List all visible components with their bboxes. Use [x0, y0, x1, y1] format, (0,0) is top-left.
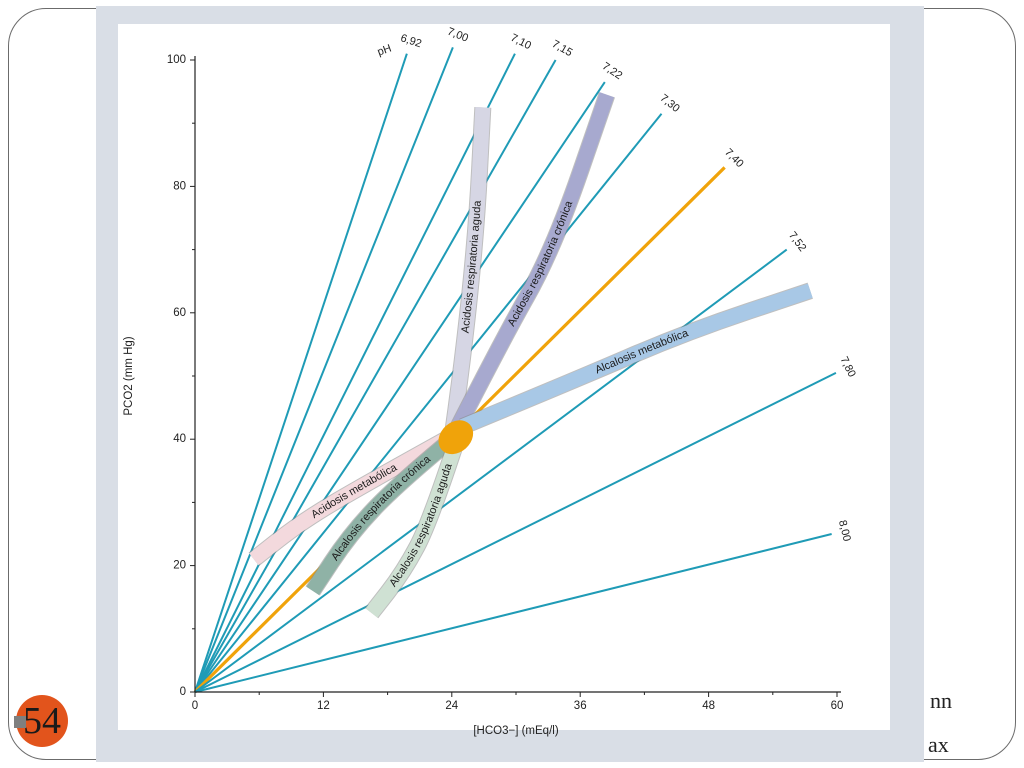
- ph-line-6-92: [194, 53, 408, 693]
- ph-line-7-15: [194, 59, 557, 693]
- side-text-fragment-2: ax: [928, 732, 949, 757]
- ph-label-8-00: 8,00: [836, 519, 853, 543]
- ph-prefix-label: pH: [376, 42, 393, 58]
- ph-line-7-80: [194, 371, 837, 693]
- x-tick-label-12: 12: [317, 700, 330, 712]
- bullet-marker: [14, 716, 26, 728]
- x-tick-label-0: 0: [192, 700, 198, 712]
- x-tick-label-36: 36: [574, 700, 587, 712]
- region-alcalosis-respiratoria-aguda: [365, 436, 465, 618]
- y-tick-label-20: 20: [173, 560, 186, 572]
- y-tick-label-100: 100: [167, 54, 186, 66]
- x-axis-label: [HCO3−] (mEq/l): [473, 725, 558, 737]
- region-alcalosis-respiratoria-cronica: [306, 433, 457, 596]
- ph-line-7-52: [194, 248, 788, 693]
- y-axis-label: PCO2 (mm Hg): [123, 336, 135, 415]
- ph-line-7-22: [194, 81, 606, 693]
- plot-background: [118, 24, 890, 730]
- ph-line-7-10: [194, 53, 516, 693]
- y-tick-label-0: 0: [180, 686, 186, 698]
- side-text-fragment-1: nn: [930, 688, 952, 713]
- region-acidosis-respiratoria-cronica: [445, 92, 615, 443]
- region-acidosis-metabolica: [249, 429, 456, 566]
- x-tick-label-48: 48: [702, 700, 715, 712]
- region-acidosis-respiratoria-aguda: [444, 107, 491, 441]
- x-tick-label-24: 24: [445, 700, 458, 712]
- region-alcalosis-metabolica: [459, 283, 813, 434]
- page-number: 54: [23, 700, 61, 742]
- y-tick-label-80: 80: [173, 180, 186, 192]
- normal-acid-base-point: [438, 420, 474, 455]
- ph-line-7-00: [194, 46, 454, 693]
- x-tick-label-60: 60: [831, 700, 844, 712]
- ph-line-8-00: [194, 533, 832, 693]
- ph-line-7-30: [194, 113, 663, 693]
- y-tick-label-60: 60: [173, 307, 186, 319]
- y-tick-label-40: 40: [173, 433, 186, 445]
